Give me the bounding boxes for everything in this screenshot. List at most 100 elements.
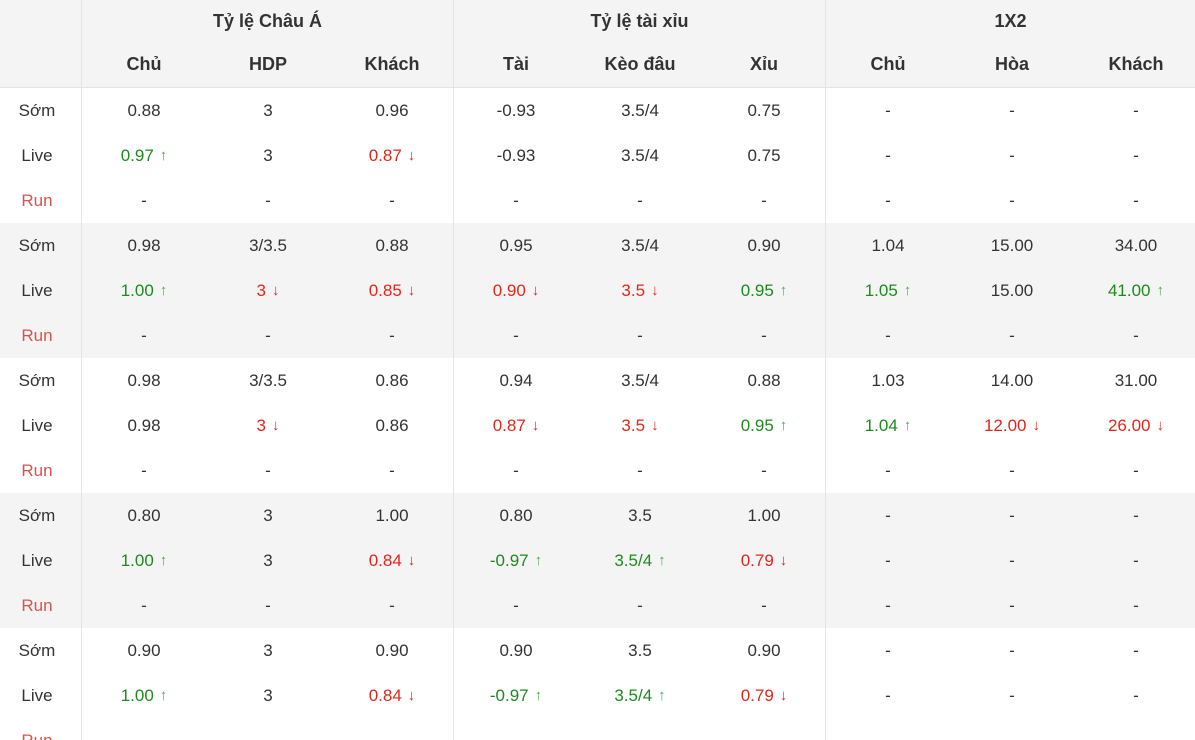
odds-cell: 0.80 xyxy=(82,493,206,538)
arrow-up-icon: ↑ xyxy=(1156,282,1165,299)
row-label: Sớm xyxy=(18,235,56,255)
match-odds-block: Sớm 0.98 3/3.5 0.88 0.95 3.5/4 0.90 1.04 15.00 34… xyxy=(0,223,1195,358)
odds-cell: 0.79 ↓ xyxy=(702,538,826,583)
arrow-down-icon: ↓ xyxy=(531,417,540,434)
odds-value: 1.04 xyxy=(864,415,898,435)
odds-value: - xyxy=(1009,730,1015,740)
odds-cell: - xyxy=(826,88,950,133)
odds-cell: - xyxy=(1074,493,1195,538)
column-header-row: Chủ HDP Khách Tài Kèo đâu Xỉu Chủ Hòa Kh… xyxy=(0,42,1195,88)
col-under: Xỉu xyxy=(749,54,778,74)
odds-value: - xyxy=(885,595,891,615)
odds-value: - xyxy=(389,325,395,345)
row-label: Run xyxy=(21,460,53,480)
odds-value: -0.97 xyxy=(489,550,529,570)
odds-value: - xyxy=(885,685,891,705)
odds-cell: -0.97 ↑ xyxy=(454,538,578,583)
odds-value: - xyxy=(885,100,891,120)
odds-cell: 0.86 xyxy=(330,403,454,448)
odds-cell: - xyxy=(1074,133,1195,178)
match-odds-block: Sớm 0.90 3 0.90 0.90 3.5 0.90 - - - Live 1.00 ↑ 3 0.84… xyxy=(0,628,1195,740)
odds-cell: - xyxy=(826,313,950,358)
odds-cell: 12.00 ↓ xyxy=(950,403,1074,448)
odds-cell: - xyxy=(950,673,1074,718)
arrow-down-icon: ↓ xyxy=(1032,417,1041,434)
odds-cell: - xyxy=(578,718,702,740)
odds-cell: 0.98 xyxy=(82,223,206,268)
odds-value: 0.84 xyxy=(368,685,402,705)
odds-cell: - xyxy=(1074,628,1195,673)
odds-cell: - xyxy=(826,448,950,493)
odds-value: - xyxy=(885,550,891,570)
odds-value: 3 xyxy=(256,415,266,435)
odds-value: 41.00 xyxy=(1107,280,1151,300)
odds-value: 0.87 xyxy=(368,145,402,165)
odds-value: 15.00 xyxy=(990,280,1034,300)
odds-value: 0.98 xyxy=(127,235,161,255)
odds-cell: - xyxy=(950,628,1074,673)
odds-row: Sớm 0.80 3 1.00 0.80 3.5 1.00 - - - xyxy=(0,493,1195,538)
odds-row: Run - - - - - - - - - xyxy=(0,583,1195,628)
arrow-down-icon: ↓ xyxy=(651,417,659,434)
odds-cell: 0.88 xyxy=(702,358,826,403)
row-label: Sớm xyxy=(18,370,56,390)
odds-cell: - xyxy=(1074,88,1195,133)
odds-cell: - xyxy=(826,628,950,673)
odds-value: 3.5 xyxy=(621,415,646,435)
arrow-up-icon: ↑ xyxy=(159,687,168,704)
odds-value: 1.00 xyxy=(120,550,154,570)
odds-cell: 15.00 xyxy=(950,268,1074,313)
odds-value: - xyxy=(1009,100,1015,120)
odds-row: Run - - - - - - - - - xyxy=(0,718,1195,740)
arrow-up-icon: ↑ xyxy=(658,552,666,569)
odds-value: 3.5/4 xyxy=(621,235,659,255)
odds-cell: 0.84 ↓ xyxy=(330,538,454,583)
odds-cell: - xyxy=(454,178,578,223)
odds-value: - xyxy=(1133,685,1139,705)
odds-cell: 0.95 ↑ xyxy=(702,403,826,448)
odds-value: - xyxy=(141,595,147,615)
odds-value: - xyxy=(1009,460,1015,480)
odds-value: - xyxy=(141,460,147,480)
odds-value: 3.5/4 xyxy=(614,685,653,705)
arrow-down-icon: ↓ xyxy=(407,552,416,569)
odds-value: - xyxy=(761,325,767,345)
odds-cell: 0.97 ↑ xyxy=(82,133,206,178)
odds-cell: 0.96 xyxy=(330,88,454,133)
odds-cell: - xyxy=(950,448,1074,493)
arrow-up-icon: ↑ xyxy=(903,282,912,299)
arrow-down-icon: ↓ xyxy=(651,282,659,299)
odds-cell: -0.97 ↑ xyxy=(454,673,578,718)
odds-cell: - xyxy=(454,448,578,493)
odds-cell: 3.5 ↓ xyxy=(578,268,702,313)
odds-value: 0.75 xyxy=(747,100,781,120)
col-hdp: HDP xyxy=(248,54,287,74)
odds-cell: - xyxy=(950,133,1074,178)
odds-cell: 26.00 ↓ xyxy=(1074,403,1195,448)
odds-value: - xyxy=(513,190,519,210)
odds-value: 0.86 xyxy=(375,370,409,390)
odds-value: - xyxy=(1009,595,1015,615)
odds-value: - xyxy=(513,460,519,480)
odds-value: - xyxy=(885,730,891,740)
odds-cell: - xyxy=(1074,313,1195,358)
odds-value: - xyxy=(1133,550,1139,570)
odds-value: 31.00 xyxy=(1114,370,1158,390)
odds-value: - xyxy=(1009,325,1015,345)
odds-value: 0.88 xyxy=(127,100,161,120)
odds-cell: -0.93 xyxy=(454,88,578,133)
arrow-down-icon: ↓ xyxy=(407,687,416,704)
odds-value: 1.05 xyxy=(864,280,898,300)
odds-row: Run - - - - - - - - - xyxy=(0,313,1195,358)
match-odds-block: Sớm 0.98 3/3.5 0.86 0.94 3.5/4 0.88 1.03 14.00 31… xyxy=(0,358,1195,493)
row-label: Live xyxy=(21,415,53,435)
arrow-up-icon: ↑ xyxy=(658,687,666,704)
odds-value: - xyxy=(141,325,147,345)
odds-value: 0.88 xyxy=(747,370,781,390)
odds-cell: 3.5/4 ↑ xyxy=(578,673,702,718)
odds-value: - xyxy=(885,640,891,660)
odds-cell: - xyxy=(578,448,702,493)
odds-cell: 0.94 xyxy=(454,358,578,403)
odds-value: 0.97 xyxy=(120,145,154,165)
odds-cell: - xyxy=(578,583,702,628)
